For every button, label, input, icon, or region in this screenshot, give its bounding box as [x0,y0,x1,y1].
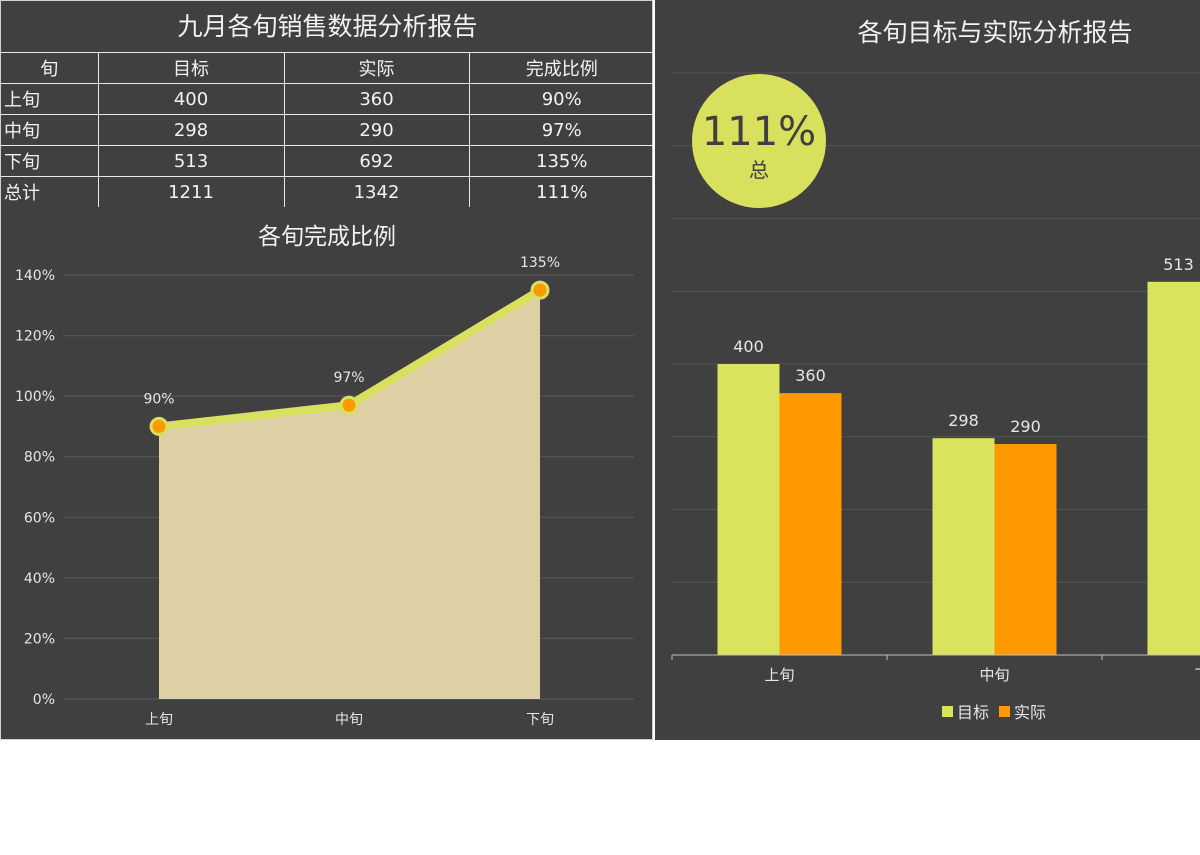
y-tick-label: 20% [24,631,55,647]
chart-title: 各旬目标与实际分析报告 [857,18,1132,47]
data-label: 513 [1163,255,1194,274]
x-tick-label: 中旬 [335,712,363,728]
data-label: 400 [733,337,764,356]
summary-value: 111% [702,109,816,155]
table-header-row: 旬 目标 实际 完成比例 [1,53,654,84]
x-tick-label: 下旬 [1194,666,1200,684]
legend-label: 目标 [957,703,989,722]
table-cell: 1342 [284,176,470,207]
y-tick-label: 120% [15,329,55,345]
legend-swatch [999,706,1010,717]
table-cell: 692 [284,145,470,177]
table-row: 下旬 513 692 135% [1,145,654,177]
bar [779,393,842,655]
header-cell: 完成比例 [469,53,654,84]
left-panel: 九月各旬销售数据分析报告 旬 目标 实际 完成比例 上旬 400 360 90%… [0,0,654,740]
y-tick-label: 60% [24,510,55,526]
bar [994,444,1057,655]
bar [932,438,995,655]
legend-label: 实际 [1014,703,1046,722]
header-cell: 目标 [98,53,285,84]
summary-badge [692,74,826,208]
data-point [530,280,550,300]
y-tick-label: 0% [33,692,55,708]
data-label: 290 [1010,417,1041,436]
data-label: 135% [520,255,560,271]
chart-title: 各旬完成比例 [258,224,396,250]
header-cell: 实际 [284,53,470,84]
data-point [149,416,169,436]
data-table: 旬 目标 实际 完成比例 上旬 400 360 90% 中旬 298 290 9… [1,53,654,207]
table-cell: 总计 [1,176,99,207]
completion-area-chart: 各旬完成比例 0% 20% 40% 60% 80% 100% 120% 140% 90% 97%… [15,224,634,728]
data-label: 97% [333,370,364,386]
table-cell: 1211 [98,176,285,207]
bar [1147,281,1200,655]
data-point [339,395,359,415]
summary-label: 总 [749,158,769,182]
table-cell: 97% [469,114,654,146]
y-tick-label: 40% [24,571,55,587]
table-cell: 290 [284,114,470,146]
table-cell: 上旬 [1,83,99,115]
x-tick-label: 上旬 [764,666,794,684]
table-cell: 111% [536,181,588,203]
data-label: 298 [948,411,979,430]
y-tick-label: 80% [24,450,55,466]
x-tick-label: 中旬 [979,666,1009,684]
legend-swatch [942,706,953,717]
data-label: 90% [143,391,174,407]
table-cell: 135% [469,145,654,177]
bar [717,364,780,655]
data-label: 360 [795,366,826,385]
table-cell: 360 [284,83,470,115]
table-cell: 中旬 [1,114,99,146]
table-cell: 298 [98,114,285,146]
area-fill [159,290,540,699]
header-cell: 旬 [1,53,99,84]
table-row: 上旬 400 360 90% [1,83,654,115]
table-row-total: 总计 1211 1342 111% [1,176,654,207]
y-tick-label: 100% [15,389,55,405]
table-cell: 90% [469,83,654,115]
table-cell: 下旬 [1,145,99,177]
report-title: 九月各旬销售数据分析报告 [1,1,654,53]
table-cell: 400 [98,83,285,115]
x-tick-label: 上旬 [145,712,173,728]
table-cell: 513 [98,145,285,177]
y-tick-label: 140% [15,268,55,284]
x-tick-label: 下旬 [526,712,554,728]
table-row: 中旬 298 290 97% [1,114,654,146]
